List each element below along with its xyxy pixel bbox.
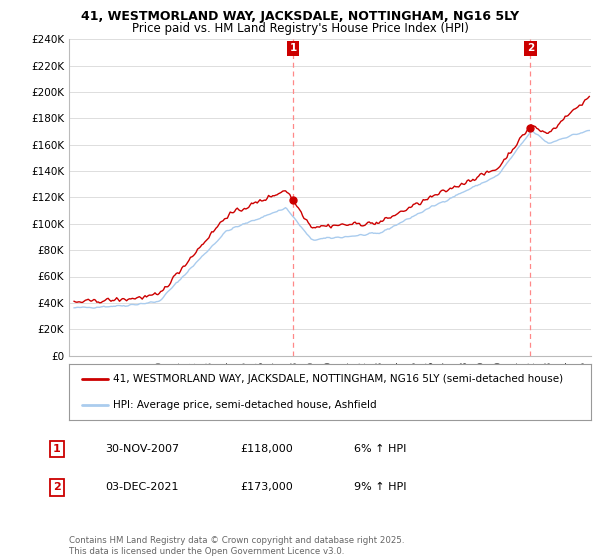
Text: 1: 1: [53, 444, 61, 454]
Text: Contains HM Land Registry data © Crown copyright and database right 2025.
This d: Contains HM Land Registry data © Crown c…: [69, 536, 404, 556]
Text: 30-NOV-2007: 30-NOV-2007: [105, 444, 179, 454]
Text: 2: 2: [527, 43, 534, 53]
Text: 1: 1: [289, 43, 296, 53]
Text: HPI: Average price, semi-detached house, Ashfield: HPI: Average price, semi-detached house,…: [113, 400, 377, 410]
Text: 6% ↑ HPI: 6% ↑ HPI: [354, 444, 406, 454]
Text: 41, WESTMORLAND WAY, JACKSDALE, NOTTINGHAM, NG16 5LY: 41, WESTMORLAND WAY, JACKSDALE, NOTTINGH…: [81, 10, 519, 23]
Text: £118,000: £118,000: [240, 444, 293, 454]
Text: Price paid vs. HM Land Registry's House Price Index (HPI): Price paid vs. HM Land Registry's House …: [131, 22, 469, 35]
Text: 9% ↑ HPI: 9% ↑ HPI: [354, 482, 407, 492]
Text: £173,000: £173,000: [240, 482, 293, 492]
Text: 41, WESTMORLAND WAY, JACKSDALE, NOTTINGHAM, NG16 5LY (semi-detached house): 41, WESTMORLAND WAY, JACKSDALE, NOTTINGH…: [113, 374, 563, 384]
Text: 03-DEC-2021: 03-DEC-2021: [105, 482, 179, 492]
Text: 2: 2: [53, 482, 61, 492]
